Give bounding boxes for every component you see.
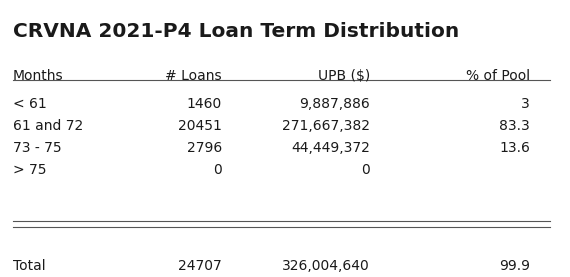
Text: # Loans: # Loans [165,69,222,83]
Text: Total: Total [13,259,46,273]
Text: 2796: 2796 [187,141,222,155]
Text: 3: 3 [521,97,530,111]
Text: 271,667,382: 271,667,382 [282,119,370,133]
Text: Months: Months [13,69,64,83]
Text: 0: 0 [213,163,222,177]
Text: 326,004,640: 326,004,640 [282,259,370,273]
Text: CRVNA 2021-P4 Loan Term Distribution: CRVNA 2021-P4 Loan Term Distribution [13,22,459,41]
Text: 9,887,886: 9,887,886 [299,97,370,111]
Text: 99.9: 99.9 [499,259,530,273]
Text: 44,449,372: 44,449,372 [291,141,370,155]
Text: < 61: < 61 [13,97,47,111]
Text: 73 - 75: 73 - 75 [13,141,62,155]
Text: > 75: > 75 [13,163,47,177]
Text: UPB ($): UPB ($) [317,69,370,83]
Text: 1460: 1460 [187,97,222,111]
Text: 83.3: 83.3 [499,119,530,133]
Text: 61 and 72: 61 and 72 [13,119,83,133]
Text: 20451: 20451 [178,119,222,133]
Text: % of Pool: % of Pool [466,69,530,83]
Text: 13.6: 13.6 [499,141,530,155]
Text: 24707: 24707 [178,259,222,273]
Text: 0: 0 [361,163,370,177]
